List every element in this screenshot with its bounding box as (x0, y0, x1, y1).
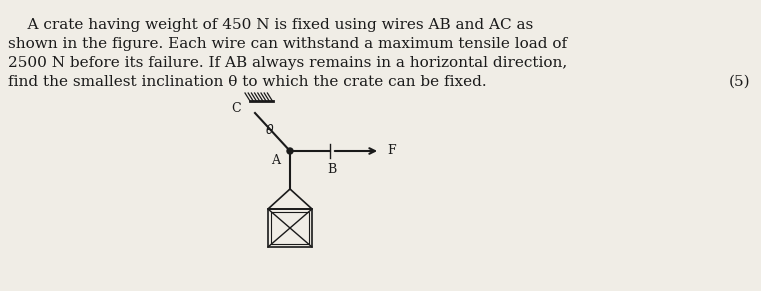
Circle shape (287, 148, 293, 154)
Text: F: F (387, 145, 396, 157)
Text: $\theta$: $\theta$ (265, 123, 275, 137)
Text: C: C (231, 102, 241, 114)
Bar (268, 209, 312, 247)
Text: find the smallest inclination θ to which the crate can be fixed.: find the smallest inclination θ to which… (8, 75, 486, 89)
Text: A: A (271, 154, 280, 167)
Text: (5): (5) (728, 75, 750, 89)
Text: A crate having weight of 450 N is fixed using wires AB and AC as: A crate having weight of 450 N is fixed … (8, 18, 533, 32)
Text: shown in the figure. Each wire can withstand a maximum tensile load of: shown in the figure. Each wire can withs… (8, 37, 567, 51)
Text: 2500 N before its failure. If AB always remains in a horizontal direction,: 2500 N before its failure. If AB always … (8, 56, 567, 70)
Bar (271, 212, 309, 244)
Text: B: B (327, 163, 336, 176)
